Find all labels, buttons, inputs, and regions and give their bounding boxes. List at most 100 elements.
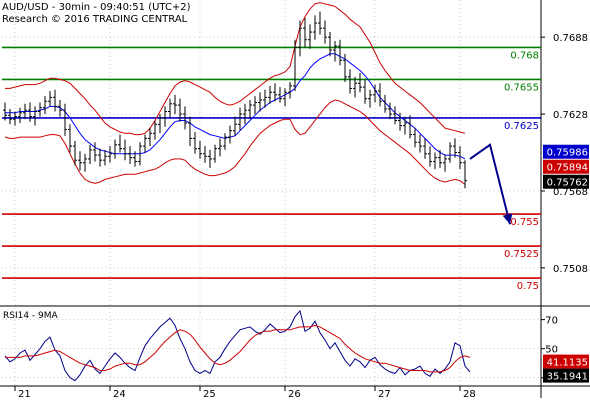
ohlc-bar [413, 128, 417, 148]
pivot-level-label: 0.7625 [504, 121, 539, 132]
support-level-label: 0.755 [510, 217, 539, 228]
ohlc-bar [308, 24, 312, 49]
resistance-level-label: 0.7655 [504, 82, 539, 93]
ohlc-bar [33, 106, 37, 126]
ohlc-bar [233, 116, 237, 136]
svg-text:0.75986: 0.75986 [547, 148, 588, 159]
x-tick-label: 25 [203, 389, 216, 400]
ohlc-bar [403, 116, 407, 135]
ohlc-bar [338, 39, 342, 66]
ohlc-bar [108, 146, 112, 163]
ohlc-bar [393, 106, 397, 125]
ohlc-bar [48, 90, 52, 107]
ohlc-bar [453, 138, 457, 158]
ohlc-bar [398, 112, 402, 131]
ohlc-bar [188, 116, 192, 147]
ohlc-bar [213, 144, 217, 163]
bollinger-lower-line [4, 99, 466, 185]
y-tick-label: 0.7628 [553, 110, 588, 121]
ohlc-bar [383, 94, 387, 113]
ohlc-bar [378, 83, 382, 107]
ohlc-bar [93, 142, 97, 162]
ohlc-bar [63, 103, 67, 136]
ohlc-bar [38, 102, 42, 117]
ohlc-bar [273, 83, 277, 102]
svg-text:0.75762: 0.75762 [547, 178, 588, 189]
x-tick-label: 26 [288, 389, 301, 400]
ohlc-bar [298, 20, 302, 57]
ohlc-bar [8, 108, 12, 125]
ohlc-bar [303, 17, 307, 48]
ohlc-bar [138, 142, 142, 166]
rsi-badge: 41.1135 [543, 354, 589, 369]
chart-subtitle: Research © 2016 TRADING CENTRAL [2, 14, 188, 25]
ohlc-bar [408, 115, 412, 139]
ohlc-bar [88, 144, 92, 165]
ohlc-bar [358, 73, 362, 93]
ohlc-bar [443, 155, 447, 172]
ohlc-bar [268, 85, 272, 104]
ohlc-bar [363, 79, 367, 104]
ohlc-bar [293, 39, 297, 91]
x-tick-label: 21 [18, 389, 31, 400]
ohlc-bar [128, 146, 132, 165]
rsi-tick-label: 50 [545, 345, 558, 356]
ohlc-bar [333, 41, 337, 62]
ohlc-bar [178, 98, 182, 122]
ohlc-bar [133, 151, 137, 167]
chart-title: AUD/USD - 30min - 09:40:51 (UTC+2) [2, 2, 191, 13]
ohlc-bar [228, 125, 232, 144]
ohlc-bar [68, 124, 72, 153]
forecast-arrow-head [502, 213, 513, 225]
ohlc-bar [18, 107, 22, 124]
ohlc-bar [13, 111, 17, 126]
x-tick-label: 27 [378, 389, 391, 400]
ohlc-bar [198, 140, 202, 159]
ohlc-bar [448, 142, 452, 163]
y-tick-label: 0.7688 [553, 33, 588, 44]
ohlc-bar [98, 148, 102, 167]
forecast-arrow-line [469, 143, 511, 225]
svg-text:35.1941: 35.1941 [547, 372, 588, 383]
price-badge: 0.75894 [543, 159, 589, 174]
ohlc-bar [248, 99, 252, 120]
ohlc-bar [23, 103, 27, 120]
ohlc-bar [53, 89, 57, 112]
rsi-tick-label: 70 [545, 316, 558, 327]
ohlc-bar [3, 102, 7, 121]
ohlc-bar [343, 53, 347, 83]
ohlc-bar [438, 149, 442, 168]
ohlc-bar [153, 120, 157, 140]
ohlc-bar [318, 11, 322, 35]
ohlc-bar [148, 128, 152, 147]
ohlc-bar [418, 134, 422, 153]
ohlc-bar [278, 87, 282, 103]
ohlc-bar [113, 139, 117, 159]
x-tick-label: 28 [463, 389, 476, 400]
ohlc-bar [218, 138, 222, 157]
ohlc-bar [243, 103, 247, 125]
x-tick-label: 24 [113, 389, 126, 400]
ohlc-bar [28, 102, 32, 122]
ohlc-bar [263, 89, 267, 108]
ohlc-bar [238, 107, 242, 131]
ohlc-bar [123, 139, 127, 161]
y-tick-label: 0.7508 [553, 264, 588, 275]
ohlc-bar [118, 134, 122, 153]
ohlc-bar [368, 89, 372, 108]
rsi-line [4, 309, 471, 382]
ohlc-bar [283, 88, 287, 107]
ohlc-bar [458, 146, 462, 170]
ohlc-bar [313, 15, 317, 40]
ohlc-bar [43, 96, 47, 115]
rsi-ma-line [5, 324, 471, 373]
ohlc-bar [158, 114, 162, 134]
ohlc-bar [433, 152, 437, 170]
ohlc-bar [168, 98, 172, 118]
ohlc-bar [183, 106, 187, 130]
ohlc-bar [83, 153, 87, 172]
ohlc-bar [258, 92, 262, 112]
ohlc-bar [208, 149, 212, 168]
svg-text:41.1135: 41.1135 [547, 358, 588, 369]
